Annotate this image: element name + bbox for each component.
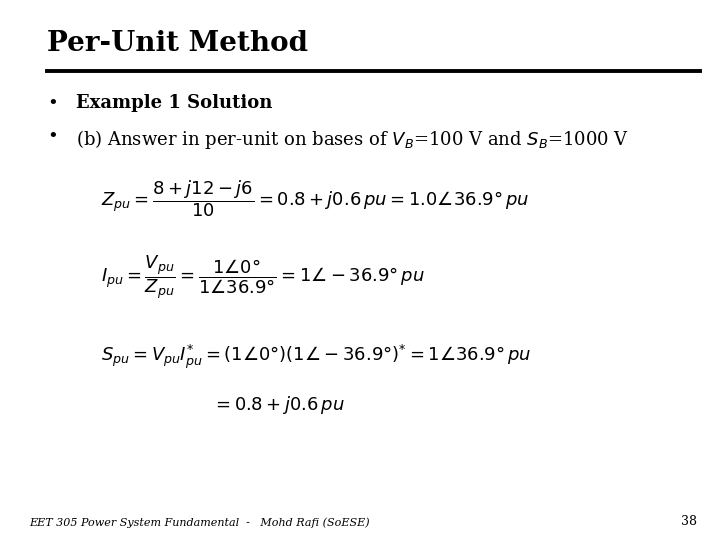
Text: EET 305 Power System Fundamental  -   Mohd Rafi (SoESE): EET 305 Power System Fundamental - Mohd … [29, 517, 369, 528]
Text: Example 1 Solution: Example 1 Solution [76, 94, 272, 112]
Text: 38: 38 [681, 515, 697, 528]
Text: Per-Unit Method: Per-Unit Method [47, 30, 308, 57]
Text: $Z_{pu} = \dfrac{8 + j12 - j6}{10} = 0.8 + j0.6\,\mathit{pu} = 1.0\angle 36.9°\,: $Z_{pu} = \dfrac{8 + j12 - j6}{10} = 0.8… [101, 178, 529, 219]
Text: $= 0.8 + j0.6\,\mathit{pu}$: $= 0.8 + j0.6\,\mathit{pu}$ [212, 394, 346, 416]
Text: •: • [47, 128, 58, 146]
Text: $I_{pu} = \dfrac{V_{pu}}{Z_{pu}} = \dfrac{1\angle 0°}{1\angle 36.9°} = 1\angle -: $I_{pu} = \dfrac{V_{pu}}{Z_{pu}} = \dfra… [101, 254, 425, 301]
Text: $S_{pu} = V_{pu}I_{pu}^{*} = (1\angle 0°)(1\angle -36.9°)^{*} = 1\angle 36.9°\,\: $S_{pu} = V_{pu}I_{pu}^{*} = (1\angle 0°… [101, 343, 531, 371]
Text: (b) Answer in per-unit on bases of $V_B$=100 V and $S_B$=1000 V: (b) Answer in per-unit on bases of $V_B$… [76, 128, 629, 151]
Text: •: • [47, 94, 58, 112]
